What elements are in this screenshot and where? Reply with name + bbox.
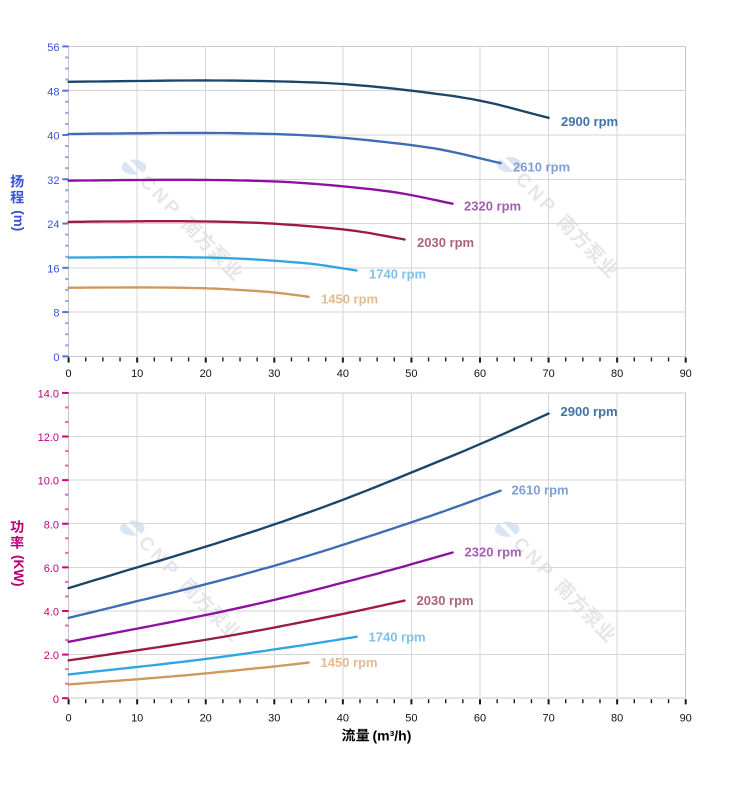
svg-text:2610 rpm: 2610 rpm <box>512 483 569 498</box>
svg-text:0: 0 <box>53 694 59 706</box>
svg-text:10.0: 10.0 <box>38 476 59 488</box>
svg-text:56: 56 <box>47 42 59 54</box>
svg-text:20: 20 <box>200 368 212 380</box>
svg-text:30: 30 <box>268 368 280 380</box>
svg-text:2610 rpm: 2610 rpm <box>513 160 570 175</box>
svg-text:2320 rpm: 2320 rpm <box>465 545 522 560</box>
svg-text:60: 60 <box>474 713 486 725</box>
svg-text:70: 70 <box>542 368 554 380</box>
svg-text:(m): (m) <box>11 210 26 231</box>
svg-text:40: 40 <box>337 713 349 725</box>
svg-text:20: 20 <box>200 713 212 725</box>
svg-text:16: 16 <box>47 263 59 275</box>
svg-text:2030 rpm: 2030 rpm <box>417 235 474 250</box>
svg-text:8.0: 8.0 <box>44 519 59 531</box>
svg-text:30: 30 <box>268 713 280 725</box>
svg-text:60: 60 <box>474 368 486 380</box>
svg-text:10: 10 <box>131 713 143 725</box>
svg-text:0: 0 <box>66 713 72 725</box>
svg-text:40: 40 <box>337 368 349 380</box>
svg-text:2900 rpm: 2900 rpm <box>561 404 618 419</box>
svg-text:50: 50 <box>405 713 417 725</box>
svg-text:70: 70 <box>542 713 554 725</box>
svg-text:0: 0 <box>66 368 72 380</box>
svg-text:1450 rpm: 1450 rpm <box>321 655 378 670</box>
svg-text:2320 rpm: 2320 rpm <box>464 199 521 214</box>
svg-text:50: 50 <box>405 368 417 380</box>
svg-text:8: 8 <box>53 308 59 320</box>
svg-text:1740 rpm: 1740 rpm <box>369 630 426 645</box>
svg-text:(m³/h): (m³/h) <box>373 727 412 743</box>
svg-text:1740 rpm: 1740 rpm <box>369 267 426 282</box>
svg-text:6.0: 6.0 <box>44 563 59 575</box>
svg-text:90: 90 <box>680 713 692 725</box>
svg-text:14.0: 14.0 <box>38 389 59 401</box>
svg-text:2900 rpm: 2900 rpm <box>561 114 618 129</box>
svg-text:90: 90 <box>680 368 692 380</box>
svg-text:1450 rpm: 1450 rpm <box>321 292 378 307</box>
svg-text:40: 40 <box>47 131 59 143</box>
svg-text:48: 48 <box>47 86 59 98</box>
svg-text:0: 0 <box>53 352 59 364</box>
svg-text:32: 32 <box>47 175 59 187</box>
svg-text:(KW): (KW) <box>11 555 26 586</box>
svg-text:2.0: 2.0 <box>44 650 59 662</box>
svg-text:80: 80 <box>611 368 623 380</box>
svg-text:4.0: 4.0 <box>44 607 59 619</box>
svg-text:10: 10 <box>131 368 143 380</box>
svg-text:24: 24 <box>47 219 59 231</box>
svg-text:12.0: 12.0 <box>38 432 59 444</box>
svg-text:2030 rpm: 2030 rpm <box>417 593 474 608</box>
svg-text:80: 80 <box>611 713 623 725</box>
